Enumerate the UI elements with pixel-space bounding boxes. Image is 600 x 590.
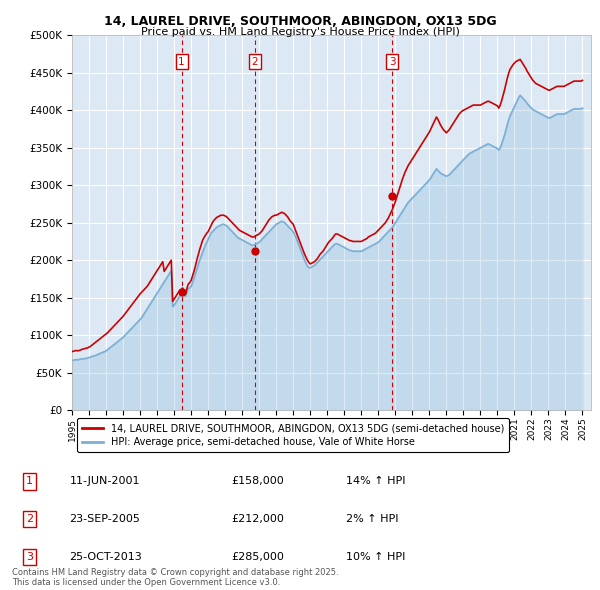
Text: Contains HM Land Registry data © Crown copyright and database right 2025.
This d: Contains HM Land Registry data © Crown c… <box>12 568 338 587</box>
Text: Price paid vs. HM Land Registry's House Price Index (HPI): Price paid vs. HM Land Registry's House … <box>140 27 460 37</box>
Text: 1: 1 <box>26 477 33 486</box>
Text: 2% ↑ HPI: 2% ↑ HPI <box>346 514 398 524</box>
Text: 25-OCT-2013: 25-OCT-2013 <box>70 552 142 562</box>
Text: 11-JUN-2001: 11-JUN-2001 <box>70 477 140 486</box>
Text: 2: 2 <box>26 514 33 524</box>
Text: £212,000: £212,000 <box>231 514 284 524</box>
Text: 3: 3 <box>389 57 395 67</box>
Text: 10% ↑ HPI: 10% ↑ HPI <box>346 552 406 562</box>
Text: 23-SEP-2005: 23-SEP-2005 <box>70 514 140 524</box>
Legend: 14, LAUREL DRIVE, SOUTHMOOR, ABINGDON, OX13 5DG (semi-detached house), HPI: Aver: 14, LAUREL DRIVE, SOUTHMOOR, ABINGDON, O… <box>77 418 509 452</box>
Text: 14, LAUREL DRIVE, SOUTHMOOR, ABINGDON, OX13 5DG: 14, LAUREL DRIVE, SOUTHMOOR, ABINGDON, O… <box>104 15 496 28</box>
Text: £158,000: £158,000 <box>231 477 284 486</box>
Text: 2: 2 <box>251 57 258 67</box>
Text: £285,000: £285,000 <box>231 552 284 562</box>
Text: 14% ↑ HPI: 14% ↑ HPI <box>346 477 406 486</box>
Text: 1: 1 <box>178 57 185 67</box>
Text: 3: 3 <box>26 552 33 562</box>
